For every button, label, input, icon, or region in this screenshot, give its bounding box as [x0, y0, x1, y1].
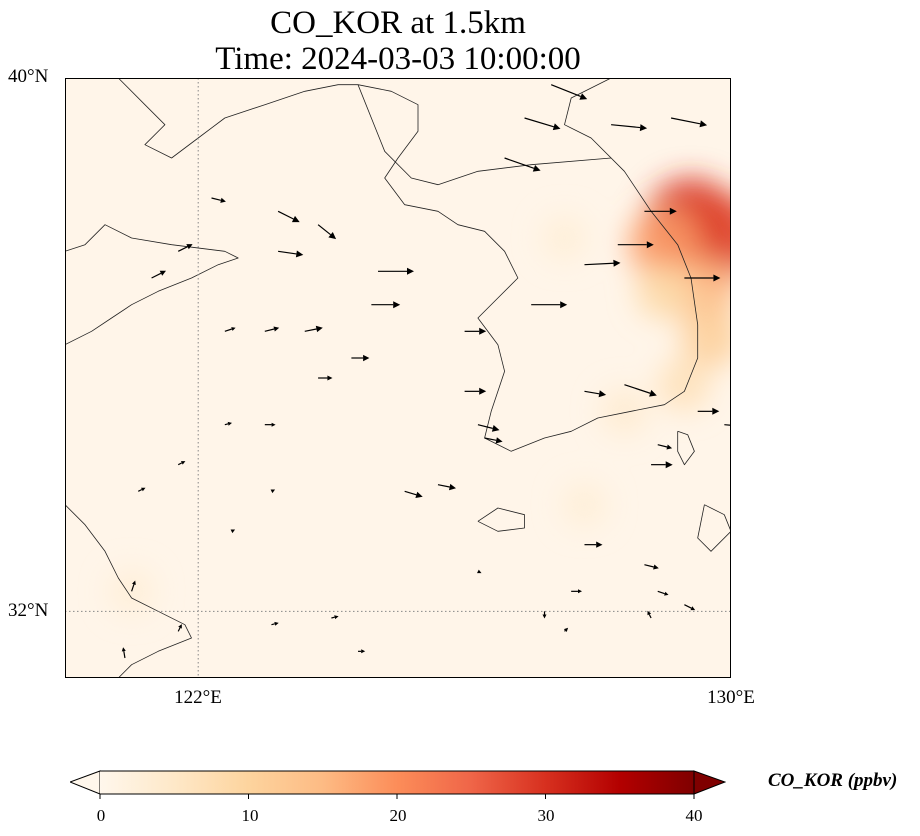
wind-vector — [264, 422, 276, 427]
wind-vector — [271, 621, 279, 626]
colorbar-tick-30: 30 — [537, 806, 555, 825]
colorbar-tick-20: 20 — [389, 806, 407, 825]
wind-vectors — [121, 84, 731, 659]
wind-vector — [584, 390, 607, 398]
wind-vector — [563, 627, 569, 632]
wind-vector — [657, 444, 673, 450]
wind-vector — [224, 421, 232, 426]
wind-vector — [121, 647, 126, 659]
concentration-blob — [541, 215, 588, 261]
concentration-blob — [600, 387, 649, 435]
concentration-blob — [561, 481, 608, 528]
coastlines — [65, 78, 731, 678]
concentration-blob — [636, 263, 693, 320]
wind-vector — [437, 483, 456, 491]
colorbar-extend-high — [693, 770, 727, 795]
wind-vector — [647, 610, 652, 619]
coastline-liaodong-coast — [118, 78, 699, 452]
wind-vector — [351, 354, 370, 362]
wind-vector — [318, 375, 333, 381]
colorbar-gradient — [100, 771, 694, 794]
wind-vector — [464, 387, 487, 395]
wind-vector — [670, 117, 708, 128]
wind-vector — [684, 604, 696, 611]
wind-vector — [224, 327, 236, 332]
wind-vector — [611, 124, 648, 132]
lat-tick-label-40n: 40°N — [8, 66, 49, 87]
wind-vector — [378, 267, 414, 275]
map-title: CO_KOR at 1.5km — [270, 5, 526, 41]
wind-vector — [277, 210, 300, 223]
coastline-amnok-river — [357, 84, 612, 186]
colorbar-extend-low — [68, 770, 101, 795]
gridlines — [65, 78, 731, 678]
wind-vector — [571, 589, 582, 594]
wind-vector — [358, 649, 366, 654]
colorbar-tick-10: 10 — [241, 806, 259, 825]
wind-vector — [404, 490, 423, 498]
wind-vector — [177, 624, 182, 632]
wind-vector — [624, 384, 657, 397]
coastline-jeju — [477, 507, 525, 532]
lon-tick-label-130e: 130°E — [707, 687, 755, 708]
concentration-blob — [681, 308, 731, 368]
wind-vector — [697, 407, 720, 415]
wind-vector — [131, 580, 136, 592]
coastline-kyushu — [697, 504, 731, 552]
wind-vector — [264, 326, 280, 332]
wind-vector — [524, 117, 561, 131]
wind-vector — [644, 207, 677, 215]
colorbar-label: CO_KOR (ppbv) — [768, 770, 898, 791]
wind-vector — [550, 84, 588, 100]
map-time-subtitle: Time: 2024-03-03 10:00:00 — [215, 41, 581, 77]
wind-vector — [278, 250, 304, 258]
wind-vector — [270, 489, 276, 494]
concentration-blob — [658, 358, 711, 411]
wind-vector — [657, 590, 669, 596]
coastline-tsushima — [677, 430, 695, 466]
wind-vector — [477, 569, 482, 574]
wind-vector — [584, 541, 603, 548]
wind-vector — [230, 529, 236, 534]
wind-vector — [584, 259, 621, 267]
colorbar-graphic — [68, 770, 727, 799]
wind-vector — [151, 270, 166, 279]
wind-vector — [542, 611, 547, 619]
wind-vector — [684, 274, 721, 282]
colorbar-tick-0: 0 — [96, 806, 106, 825]
colorbar-tick-40: 40 — [685, 806, 703, 825]
concentration-field — [108, 177, 731, 615]
wind-vector — [644, 564, 659, 570]
wind-vector — [484, 437, 503, 444]
wind-vector — [617, 241, 654, 249]
wind-vector — [477, 424, 500, 432]
wind-vector — [137, 487, 146, 492]
wind-vector — [464, 327, 487, 335]
wind-vector — [651, 461, 673, 469]
wind-vector — [504, 157, 541, 172]
map-panel — [65, 78, 731, 678]
colorbar — [68, 768, 727, 805]
coastline-west-china-coast — [65, 224, 239, 346]
wind-vector — [177, 244, 193, 252]
wind-vector — [331, 615, 339, 620]
concentration-blob — [628, 208, 701, 281]
wind-vector — [317, 224, 337, 240]
wind-vector — [371, 301, 401, 309]
wind-vector — [211, 197, 226, 203]
map-border — [65, 78, 731, 678]
wind-vector — [304, 325, 323, 333]
lat-tick-label-32n: 32°N — [8, 600, 49, 621]
lon-tick-label-122e: 122°E — [174, 687, 222, 708]
wind-vector — [177, 461, 186, 466]
wind-vector — [724, 424, 731, 426]
wind-vector — [531, 301, 568, 309]
map-canvas — [65, 78, 731, 678]
map-background — [65, 78, 731, 678]
